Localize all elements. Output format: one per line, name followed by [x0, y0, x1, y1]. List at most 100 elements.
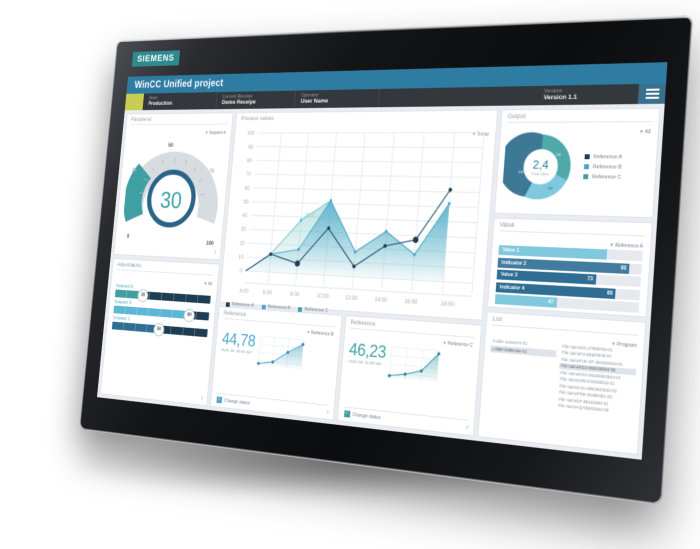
legend-item-reference-c: Reference C: [583, 173, 622, 181]
hamburger-menu-icon[interactable]: [638, 83, 667, 105]
legend-label: Reference A: [593, 153, 623, 161]
process-chart-svg: 100 90 80 70 60 50 40 30 20: [238, 124, 491, 309]
dropdown-adjustments[interactable]: ▾ All: [204, 281, 212, 287]
bar-fill: 95: [497, 257, 630, 274]
page-title: WinCC Unified project: [134, 77, 224, 91]
svg-text:0: 0: [239, 268, 242, 274]
file-column: File nameSG-27958793-01 File nameHJ-5618…: [554, 343, 638, 449]
mini-cards-row: Reference ▾ Reference B 44,78 AUG 19,: [209, 306, 483, 437]
info-value: Version 1.1: [543, 93, 578, 102]
right-column: Output ▾ All: [477, 107, 661, 456]
mini-chart-c: [387, 343, 441, 386]
info-spacer: [379, 86, 538, 107]
svg-text:10: 10: [238, 254, 244, 260]
output-donut-chart: 2,4 Total value 58 28 14: [501, 131, 573, 200]
legend-swatch: [584, 154, 590, 160]
divider: [343, 406, 469, 421]
list-item[interactable]: File namePRE-65468481-03: [558, 389, 613, 400]
divider: [350, 327, 475, 339]
list-item[interactable]: Folder name274-01: [492, 338, 528, 347]
bar-row: 95 Indicator 2: [497, 257, 642, 275]
card-reference-c: Reference ▾ Reference C 46,23 AUG 18,: [336, 315, 483, 437]
list-item[interactable]: File nameSF-65181684-01: [558, 396, 609, 407]
dropdown-value-ref[interactable]: ▾ Reference A: [610, 242, 643, 249]
gauge-svg: 30: [121, 140, 224, 242]
list-item[interactable]: File nameKSO-65168484644-01: [560, 369, 622, 380]
legend-label: Reference C: [591, 173, 622, 181]
change-status-checkbox[interactable]: ✓ Change status: [337, 407, 473, 435]
svg-text:12:00: 12:00: [345, 295, 358, 302]
bar-label: Indicator 2: [501, 259, 527, 267]
process-chart: 100 90 80 70 60 50 40 30 20: [225, 124, 491, 317]
donut-label-b: 14: [547, 185, 553, 191]
list-item[interactable]: Folder name468-02: [490, 345, 557, 358]
card-title: List: [492, 316, 503, 324]
card-value: Value ▾ Reference A Val: [487, 217, 653, 318]
svg-text:10:00: 10:00: [316, 293, 329, 300]
bar-row: 85 Indicator 4: [495, 281, 641, 300]
chevron-right-icon[interactable]: ›: [325, 406, 330, 418]
bar-fill: 73: [496, 269, 597, 285]
dropdown-program[interactable]: ▾ Program: [612, 341, 637, 349]
legend-swatch: [583, 174, 589, 180]
divider: [492, 324, 639, 336]
gauge-value: 30: [159, 187, 183, 214]
dropdown-value: Reference C: [447, 340, 474, 349]
metric-value: 46,23: [348, 339, 387, 362]
chevron-down-icon: ▾: [611, 341, 616, 348]
list-item[interactable]: File nameLSU-6684843518-02: [559, 382, 618, 394]
gauge-tick-75: 75: [208, 169, 215, 175]
bar-label: Value 3: [500, 271, 518, 279]
checkbox-label: Change status: [223, 397, 251, 406]
list-item[interactable]: File nameXIW-541684834-01: [559, 376, 615, 387]
donut-slice-reference-b: [524, 166, 568, 200]
card-list: List ▾ Program Folder name274-01 Folder: [477, 311, 647, 456]
card-reference-b: Reference ▾ Reference B 44,78 AUG 19,: [209, 306, 342, 421]
svg-text:18:00: 18:00: [440, 301, 454, 309]
bar-row: Value 1: [498, 245, 643, 262]
metric-value: 44,78: [221, 329, 257, 351]
list-item[interactable]: File nameSG-27958793-01: [562, 343, 613, 353]
info-label: Version: [543, 88, 563, 95]
info-field-state: State Production: [142, 92, 218, 111]
card-process-values: Process values ▾ Today: [219, 109, 499, 321]
list-item[interactable]: File nameKDJ-468446584-02: [558, 362, 637, 375]
chevron-down-icon: ▾: [472, 131, 476, 138]
dropdown-reference-c[interactable]: ▾ Reference C: [443, 341, 473, 349]
annotation-v12: V1,2: [305, 212, 315, 219]
checkbox-checked-icon: ✓: [216, 396, 223, 404]
list-item[interactable]: File nameAQ-65481684-06: [557, 402, 609, 413]
device-label: SIMATIC HMI: [566, 113, 658, 129]
bar-label: Indicator 4: [499, 283, 525, 292]
svg-text:60: 60: [244, 186, 250, 192]
card-title: Parameter: [131, 117, 152, 123]
info-field-operator: Operator User Name: [294, 88, 381, 109]
chevron-down-icon: ▾: [639, 129, 644, 136]
svg-text:4:00: 4:00: [239, 288, 248, 295]
dropdown-output[interactable]: ▾ All: [640, 129, 651, 135]
list-item[interactable]: File namePJK-SF-494546618-01: [561, 356, 623, 367]
state-accent-block: [124, 93, 145, 111]
card-adjustments: Adjustments ▾ All Setpoint A: [100, 258, 220, 407]
legend-swatch: [583, 164, 590, 170]
card-title: Value: [499, 222, 515, 229]
dropdown-value: All: [207, 281, 213, 288]
slider-knob[interactable]: 50: [152, 322, 165, 337]
svg-text:90: 90: [248, 145, 254, 151]
donut-center-label: Total value: [531, 171, 549, 176]
gauge-tick-50: 50: [168, 143, 174, 149]
dropdown-timerange[interactable]: ▾ Today: [472, 132, 489, 138]
chevron-right-icon[interactable]: ›: [465, 421, 470, 433]
chevron-right-icon[interactable]: ›: [200, 392, 204, 404]
file-list: Folder name274-01 Folder name468-02 File…: [484, 337, 637, 449]
bar-value: 95: [620, 264, 627, 272]
divider: [507, 121, 653, 123]
info-value: Demo Receipe: [221, 99, 256, 106]
card-output: Output ▾ All: [494, 107, 661, 219]
card-parameter: Parameter ▾ Setpoint A: [113, 112, 234, 261]
info-value: User Name: [300, 97, 329, 105]
info-field-version: Version Version 1.1: [536, 83, 640, 106]
list-item[interactable]: File nameHJ-56184648-04: [561, 349, 612, 359]
slider-knob[interactable]: 30: [137, 288, 149, 302]
slider-knob[interactable]: 80: [183, 308, 196, 323]
